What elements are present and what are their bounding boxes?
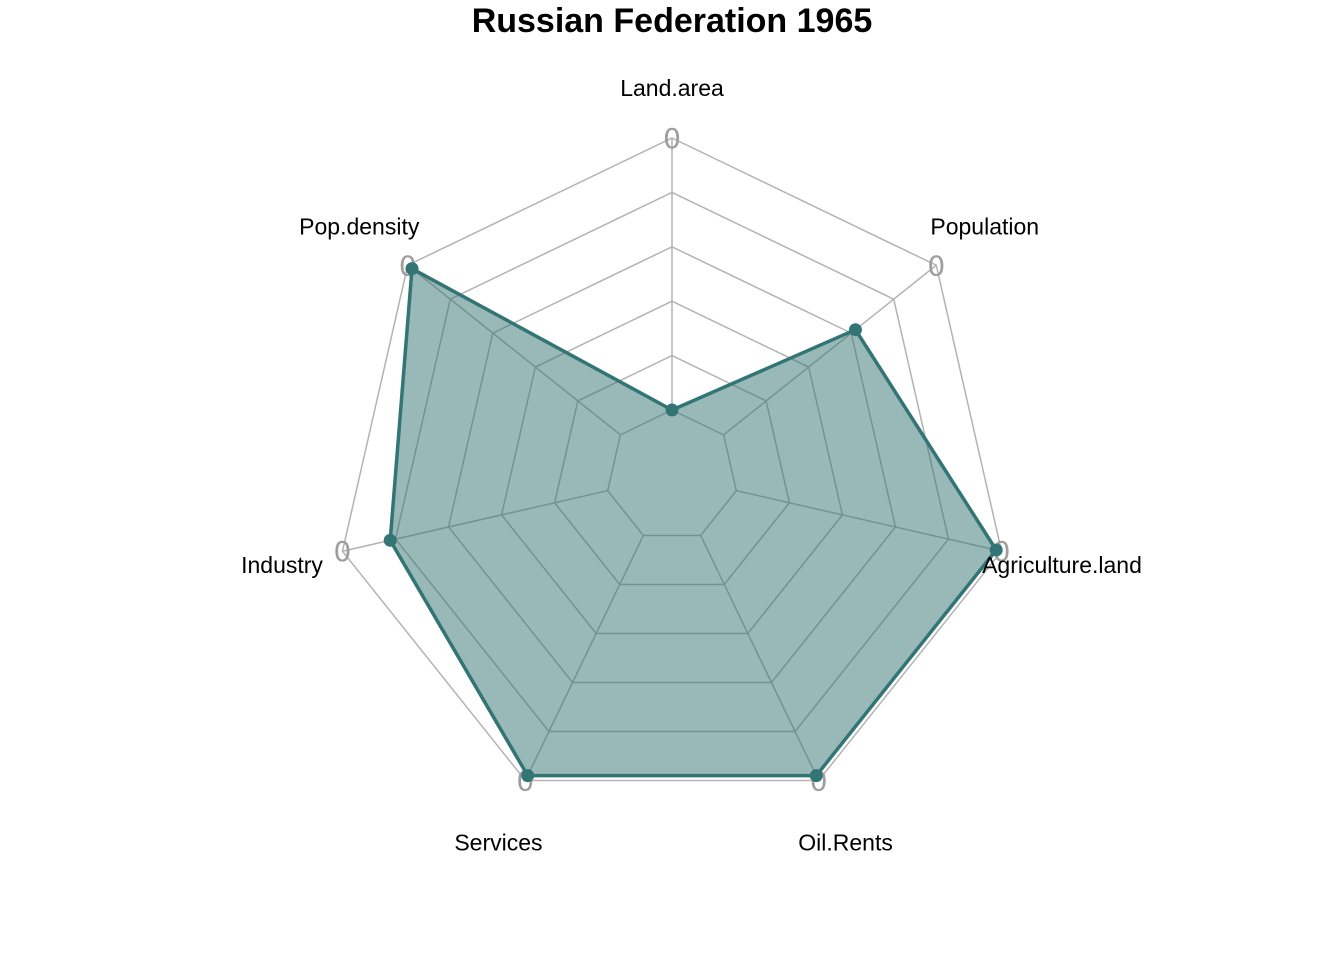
data-point [809, 769, 823, 783]
series-area [388, 266, 998, 778]
axis-tick-label: 0 [334, 535, 352, 568]
data-point [383, 533, 397, 547]
axis-tick-label: 0 [663, 122, 681, 155]
axis-tick-label: 0 [927, 249, 945, 282]
axis-label: Industry [241, 552, 323, 578]
data-point [521, 769, 535, 783]
chart-title: Russian Federation 1965 [472, 2, 873, 40]
data-point [848, 323, 862, 337]
data-point [665, 403, 679, 417]
radar-series [383, 262, 1003, 783]
data-point [989, 543, 1003, 557]
axis-label: Services [454, 829, 542, 855]
axis-label: Land.area [620, 75, 724, 101]
axis-label: Oil.Rents [798, 829, 893, 855]
data-point [405, 262, 419, 276]
grid-ring [341, 137, 1003, 782]
axis-labels: Land.area Population Agriculture.land Oil.R… [241, 75, 1142, 855]
axis-label: Pop.density [299, 214, 420, 240]
axis-label: Population [930, 214, 1039, 240]
axis-label: Agriculture.land [982, 552, 1142, 578]
